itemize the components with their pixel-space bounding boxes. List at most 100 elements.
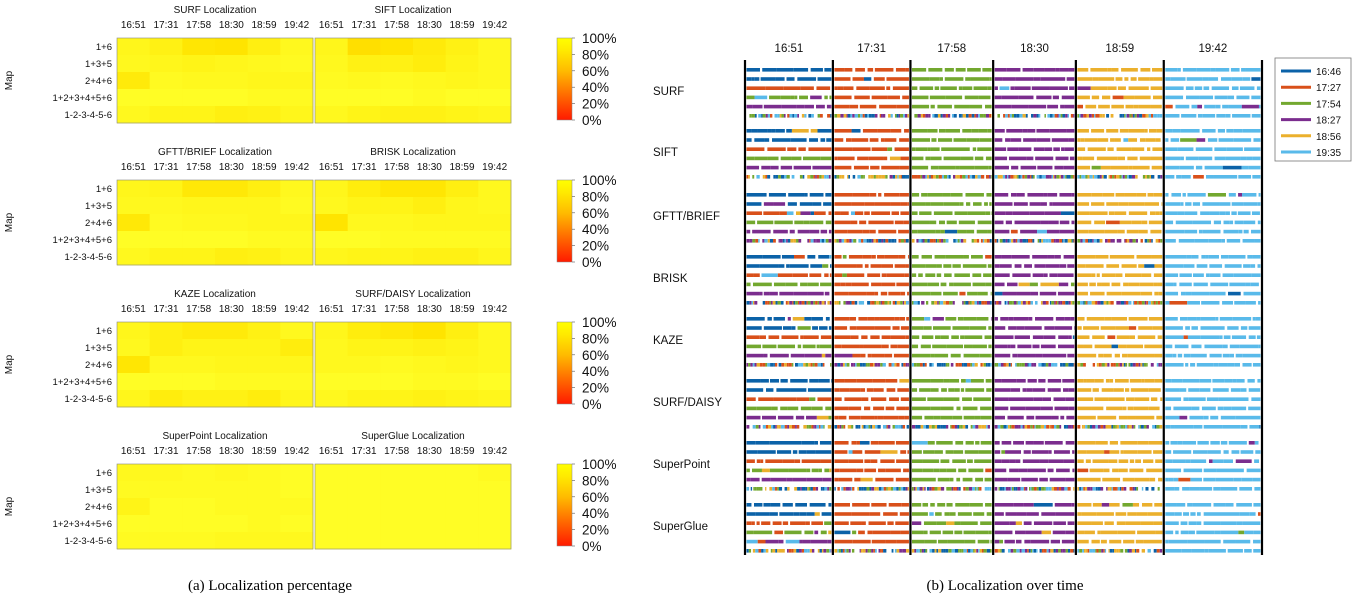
timeline-segment: [1048, 363, 1052, 367]
timeline-segment: [746, 512, 756, 516]
colorbar-tick-label: 40%: [582, 222, 609, 237]
timeline-segment: [1024, 425, 1028, 429]
colorbar-tick-label: 20%: [582, 381, 609, 396]
timeline-segment: [760, 487, 763, 491]
timeline-segment: [1077, 147, 1086, 151]
timeline-segment: [911, 239, 915, 243]
timeline-segment: [1097, 487, 1101, 491]
timeline-segment: [1153, 77, 1163, 81]
timeline-segment: [759, 335, 766, 339]
timeline-segment: [1047, 255, 1055, 259]
timeline-segment: [858, 487, 862, 491]
timeline-segment: [801, 301, 805, 305]
timeline-segment: [834, 68, 845, 72]
timeline-segment: [876, 487, 879, 491]
heatmap-cell: [315, 322, 349, 340]
heatmap-cell: [347, 356, 381, 374]
timeline-segment: [1048, 220, 1059, 225]
timeline-segment: [1139, 282, 1154, 287]
timeline-segment: [994, 503, 1014, 507]
timeline-segment: [1222, 273, 1234, 277]
timeline-segment: [922, 239, 925, 243]
timeline-segment: [1062, 239, 1064, 243]
timeline-segment: [1123, 425, 1126, 429]
timeline-segment: [813, 239, 816, 243]
timeline-segment: [1096, 273, 1100, 277]
timeline-segment: [1251, 229, 1261, 234]
timeline-segment: [1219, 211, 1226, 215]
timeline-segment: [886, 388, 896, 392]
session-tick-label: 19:42: [284, 162, 309, 173]
timeline-segment: [870, 425, 873, 429]
timeline-segment: [1036, 114, 1039, 118]
timeline-segment: [899, 317, 906, 321]
timeline-segment: [836, 239, 839, 243]
timeline-segment: [935, 175, 939, 179]
timeline-segment: [830, 549, 832, 553]
timeline-segment: [1170, 77, 1186, 81]
timeline-segment: [810, 487, 813, 491]
timeline-segment: [1215, 477, 1234, 482]
timeline-segment: [836, 175, 838, 179]
timeline-segment: [958, 86, 963, 90]
session-tick-label: 18:30: [417, 20, 442, 31]
timeline-segment: [760, 363, 763, 367]
timeline-segment: [1057, 273, 1074, 277]
method-label: SURF/DAISY: [653, 397, 722, 409]
timeline-segment: [1149, 129, 1157, 133]
timeline-segment: [1200, 317, 1216, 321]
timeline-segment: [803, 363, 806, 367]
timeline-segment: [1066, 425, 1068, 429]
timeline-segment: [1199, 379, 1212, 383]
timeline-segment: [789, 301, 793, 305]
timeline-segment: [1203, 477, 1216, 482]
timeline-segment: [1041, 239, 1043, 243]
timeline-segment: [1208, 255, 1219, 259]
timeline-segment: [896, 282, 909, 287]
timeline-segment: [1032, 388, 1046, 392]
timeline-segment: [755, 441, 770, 445]
timeline-segment: [1005, 211, 1013, 215]
timeline-segment: [1064, 104, 1075, 109]
timeline-segment: [837, 264, 857, 268]
timeline-segment: [762, 363, 766, 367]
timeline-segment: [1151, 239, 1153, 243]
timeline-segment: [840, 211, 849, 215]
timeline-segment: [1198, 229, 1203, 234]
timeline-segment: [977, 291, 988, 296]
timeline-segment: [1148, 406, 1160, 411]
timeline-segment: [1007, 477, 1021, 482]
timeline-segment: [1196, 363, 1214, 367]
timeline-segment: [1010, 86, 1015, 90]
timeline-segment: [936, 521, 947, 525]
timeline-segment: [770, 549, 773, 553]
timeline-segment: [1152, 95, 1163, 100]
timeline-segment: [776, 450, 792, 454]
timeline-segment: [777, 487, 779, 491]
timeline-segment: [1054, 326, 1073, 330]
heatmap-cell: [413, 339, 447, 357]
timeline-segment: [944, 512, 950, 516]
timeline-segment: [827, 425, 832, 429]
timeline-segment: [1214, 156, 1226, 161]
timeline-segment: [1161, 335, 1163, 339]
heatmap-cell: [445, 481, 479, 499]
timeline-segment: [1012, 273, 1031, 277]
timeline-segment: [768, 193, 786, 197]
timeline-segment: [807, 239, 810, 243]
heatmap-cell: [445, 339, 479, 357]
timeline-segment: [904, 239, 906, 243]
timeline-segment: [860, 415, 875, 420]
timeline-segment: [1165, 193, 1169, 197]
timeline-segment: [1055, 301, 1058, 305]
timeline-segment: [1193, 450, 1208, 454]
heatmap-cell: [478, 373, 512, 391]
timeline-segment: [1008, 156, 1027, 161]
timeline-segment: [1092, 425, 1096, 429]
timeline-segment: [1115, 512, 1127, 516]
timeline-segment: [752, 229, 771, 234]
timeline-segment: [1131, 147, 1145, 151]
timeline-segment: [1124, 549, 1128, 553]
timeline-segment: [773, 363, 775, 367]
timeline-segment: [1219, 468, 1236, 473]
